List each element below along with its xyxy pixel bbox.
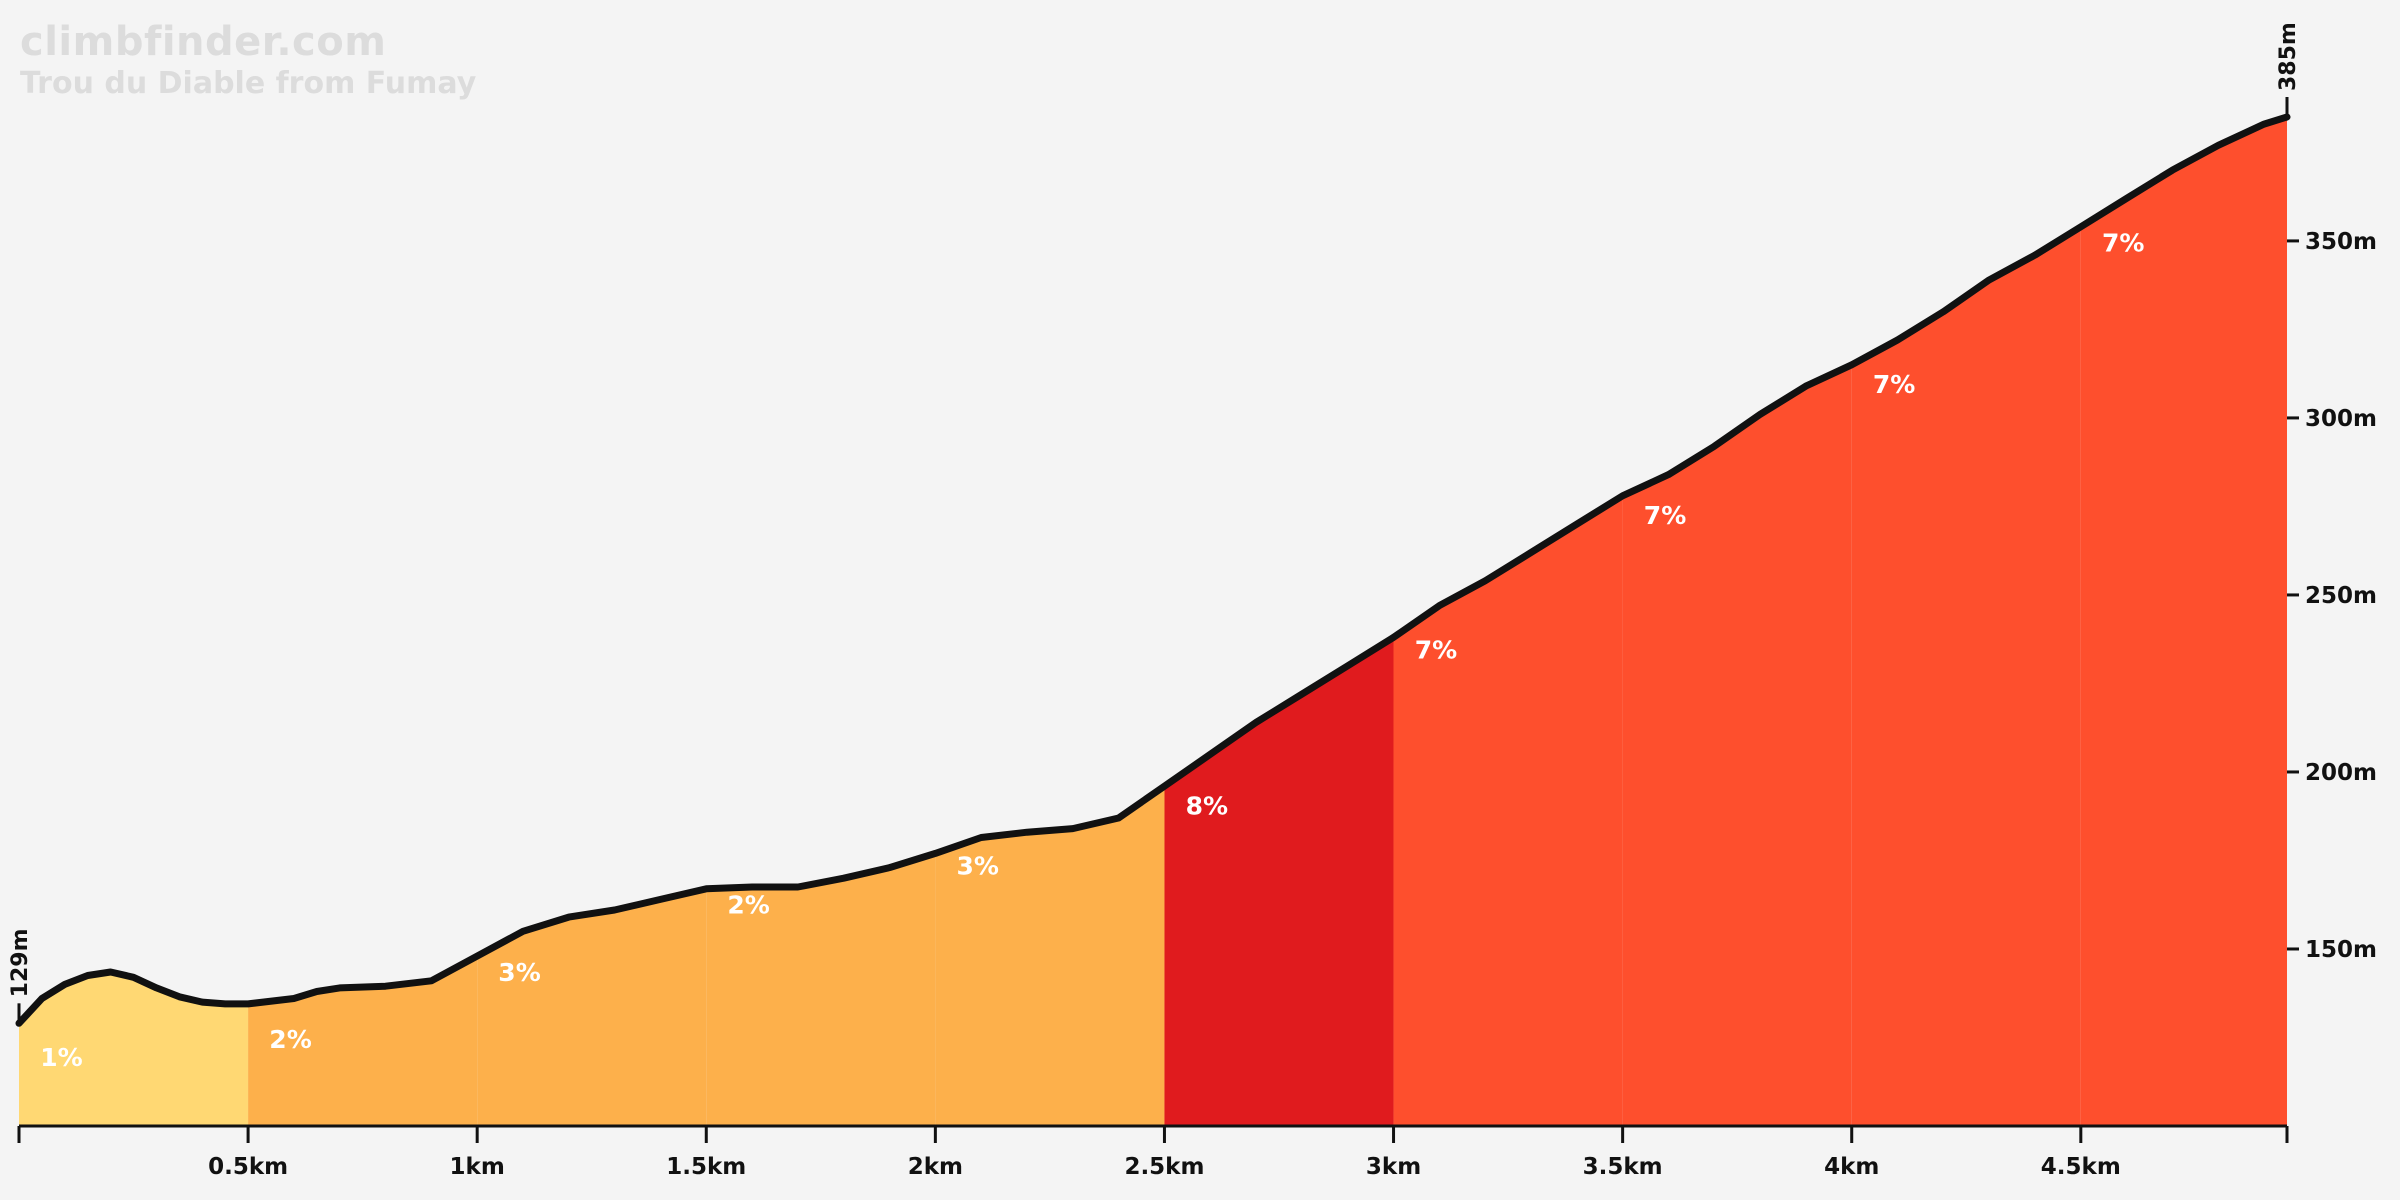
gradient-segment-5 (935, 786, 1165, 1126)
axes: 0.5km 1km 1.5km 2km 2.5km 3km 3.5km 4km 4.5km 150… (8, 22, 2377, 1180)
x-tick-label-5: 2.5km (1124, 1154, 1204, 1180)
gradient-segment-8 (1622, 364, 1852, 1126)
y-tick-label-5: 350m (2305, 229, 2377, 255)
gradient-segment-6 (1164, 637, 1394, 1126)
x-tick-label-2: 1km (450, 1154, 505, 1180)
x-tick-label-8: 4km (1824, 1154, 1879, 1180)
gradient-label-2: 2% (269, 1025, 311, 1054)
site-name: climbfinder.com (20, 19, 387, 65)
climb-name: Trou du Diable from Fumay (20, 66, 477, 101)
profile-line-group (15, 113, 2291, 1027)
gradient-segments (19, 117, 2287, 1127)
gradient-segment-1 (19, 972, 249, 1126)
start-elevation-label: 129m (8, 928, 33, 997)
gradient-labels: 1% 2% 3% 2% 3% 8% 7% 7% 7% 7% (40, 229, 2144, 1072)
x-tick-label-6: 3km (1366, 1154, 1421, 1180)
gradient-label-7: 7% (1415, 636, 1457, 665)
gradient-label-5: 3% (957, 852, 999, 881)
gradient-label-3: 3% (498, 958, 540, 987)
x-tick-label-9: 4.5km (2041, 1154, 2121, 1180)
end-elevation-label: 385m (2276, 22, 2301, 91)
gradient-segment-9 (1851, 226, 2081, 1127)
y-tick-label-3: 250m (2305, 583, 2377, 609)
gradient-label-6: 8% (1186, 791, 1228, 820)
y-tick-label-1: 150m (2305, 937, 2377, 963)
gradient-label-4: 2% (727, 891, 769, 920)
y-tick-label-4: 300m (2305, 406, 2377, 432)
gradient-segment-10 (2080, 117, 2287, 1126)
gradient-label-10: 7% (2102, 229, 2144, 258)
brand-header: climbfinder.com Trou du Diable from Fuma… (20, 18, 476, 102)
x-tick-label-4: 2km (908, 1154, 963, 1180)
elevation-profile-line (15, 113, 2291, 1027)
y-tick-label-2: 200m (2305, 760, 2377, 786)
x-tick-label-7: 3.5km (1583, 1154, 1663, 1180)
gradient-segment-4 (706, 853, 936, 1126)
gradient-segment-3 (477, 888, 707, 1126)
x-tick-label-1: 0.5km (208, 1154, 288, 1180)
x-tick-label-3: 1.5km (666, 1154, 746, 1180)
gradient-label-9: 7% (1873, 370, 1915, 399)
gradient-segment-7 (1393, 495, 1623, 1126)
gradient-label-1: 1% (40, 1043, 82, 1072)
gradient-label-8: 7% (1644, 501, 1686, 530)
